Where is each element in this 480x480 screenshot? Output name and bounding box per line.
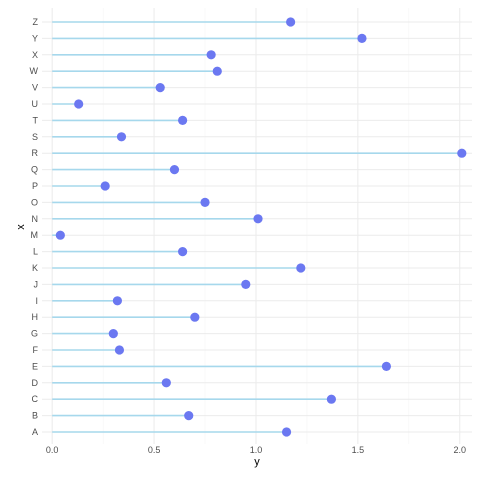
lollipop-point-M	[55, 230, 65, 240]
lollipop-point-C	[326, 394, 336, 404]
y-tick-label: L	[33, 247, 38, 257]
y-tick-label: J	[34, 279, 39, 289]
lollipop-point-S	[116, 132, 127, 142]
lollipop-point-W	[212, 66, 222, 76]
y-tick-label: Q	[31, 165, 38, 175]
x-tick-label: 1.5	[352, 445, 365, 455]
y-tick-label: W	[30, 66, 39, 76]
lollipop-point-R	[457, 148, 467, 158]
y-tick-label: V	[32, 83, 38, 93]
lollipop-point-K	[296, 263, 306, 273]
y-tick-label: G	[31, 329, 38, 339]
y-tick-label: I	[35, 296, 38, 306]
y-axis-title: x	[15, 224, 27, 230]
x-axis-tick-labels: 0.0 0.5 1.0 1.5 2.0	[46, 445, 466, 455]
y-tick-label: E	[32, 361, 38, 371]
y-tick-label: F	[33, 345, 39, 355]
y-tick-label: A	[32, 427, 38, 437]
lollipop-point-J	[241, 279, 251, 289]
lollipop-point-A	[281, 427, 292, 437]
y-tick-label: H	[32, 312, 39, 322]
y-tick-label: D	[32, 378, 39, 388]
lollipop-point-G	[108, 329, 118, 339]
lollipop-points	[55, 17, 467, 437]
lollipop-point-U	[74, 99, 84, 109]
lollipop-point-D	[161, 378, 171, 388]
lollipop-point-H	[190, 312, 200, 322]
y-tick-label: Y	[32, 33, 38, 43]
lollipop-point-F	[114, 345, 125, 355]
lollipop-point-V	[155, 83, 165, 93]
lollipop-point-Q	[169, 165, 180, 175]
lollipop-point-O	[200, 197, 210, 207]
x-tick-label: 0.5	[148, 445, 161, 455]
y-tick-label: M	[31, 230, 39, 240]
y-tick-label: X	[32, 50, 38, 60]
x-tick-label: 0.0	[46, 445, 59, 455]
x-tick-label: 1.0	[250, 445, 263, 455]
y-tick-label: K	[32, 263, 38, 273]
lollipop-point-I	[112, 296, 123, 306]
lollipop-point-X	[206, 50, 216, 60]
y-tick-label: B	[32, 411, 38, 421]
y-tick-label: Z	[33, 17, 39, 27]
y-tick-label: U	[32, 99, 39, 109]
x-tick-label: 2.0	[454, 445, 467, 455]
lollipop-point-Z	[286, 17, 296, 27]
x-axis-title: y	[254, 456, 260, 468]
y-tick-label: O	[31, 197, 38, 207]
y-tick-label: P	[32, 181, 38, 191]
lollipop-point-L	[178, 247, 188, 257]
lollipop-point-P	[100, 181, 110, 191]
y-tick-label: T	[33, 115, 39, 125]
y-tick-label: S	[32, 132, 38, 142]
lollipop-point-T	[178, 115, 188, 125]
lollipop-point-E	[381, 361, 392, 371]
lollipop-point-Y	[357, 33, 367, 44]
lollipop-segments	[52, 21, 462, 433]
lollipop-point-B	[184, 411, 194, 421]
y-tick-label: C	[32, 394, 39, 404]
y-tick-label: N	[32, 214, 39, 224]
lollipop-point-N	[253, 214, 263, 224]
y-tick-label: R	[32, 148, 39, 158]
